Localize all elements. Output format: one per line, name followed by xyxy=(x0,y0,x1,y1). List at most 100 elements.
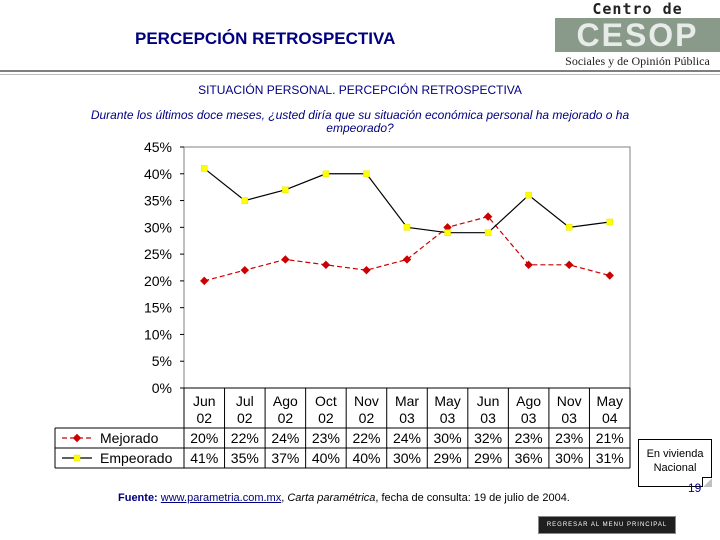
table-value: 22% xyxy=(231,430,259,446)
cesop-logo: Centro de Estudios CESOP Sociales y de O… xyxy=(555,0,720,72)
data-point-empeorado xyxy=(282,186,289,194)
data-point-empeorado xyxy=(201,165,208,172)
logo-bottom-text: Sociales y de Opinión Pública xyxy=(565,54,710,68)
note-line-2: Nacional xyxy=(653,462,697,474)
logo-mark: CESOP xyxy=(555,17,720,53)
legend-label-mejorado: Mejorado xyxy=(100,430,159,446)
x-tick-label-month: Mar xyxy=(395,393,419,409)
source-publication: Carta paramétrica xyxy=(287,492,376,504)
x-tick-label-year: 03 xyxy=(561,410,577,426)
data-point-empeorado xyxy=(484,229,492,236)
table-value: 30% xyxy=(555,450,583,466)
legend-label-empeorado: Empeorado xyxy=(100,450,173,466)
data-point-empeorado xyxy=(444,229,451,236)
x-tick-label-month: Nov xyxy=(557,393,582,409)
table-value: 23% xyxy=(515,430,543,446)
table-value: 32% xyxy=(474,430,502,446)
data-point-mejorado xyxy=(564,260,574,270)
table-value: 22% xyxy=(352,430,380,446)
y-tick-label: 20% xyxy=(144,273,172,289)
table-value: 23% xyxy=(555,430,583,446)
y-tick-label: 40% xyxy=(144,166,172,182)
page-number: 19 xyxy=(688,481,702,495)
data-point-mejorado xyxy=(524,260,533,270)
x-tick-label-month: May xyxy=(597,393,623,409)
title-divider-thin xyxy=(0,74,720,75)
data-point-empeorado xyxy=(363,170,370,178)
table-value: 37% xyxy=(271,450,299,466)
table-value: 41% xyxy=(190,450,218,466)
x-tick-label-month: Nov xyxy=(354,393,379,409)
table-value: 30% xyxy=(434,430,462,446)
source-detail: , fecha de consulta: 19 de julio de 2004… xyxy=(375,492,570,504)
legend-marker-mejorado xyxy=(72,433,82,443)
x-tick-label-month: Ago xyxy=(516,393,541,409)
data-point-mejorado xyxy=(240,265,250,275)
chart-subtitle: SITUACIÓN PERSONAL. PERCEPCIÓN RETROSPEC… xyxy=(198,83,522,97)
x-tick-label-year: 03 xyxy=(480,410,496,426)
table-value: 30% xyxy=(393,450,421,466)
back-to-menu-button[interactable]: REGRESAR AL MENU PRINCIPAL xyxy=(538,516,676,534)
data-point-mejorado xyxy=(605,271,614,280)
x-tick-label-month: Jun xyxy=(193,393,216,409)
x-tick-label-year: 02 xyxy=(196,410,212,426)
data-point-mejorado xyxy=(281,255,290,264)
data-point-mejorado xyxy=(362,265,371,275)
x-tick-label-year: 03 xyxy=(521,410,537,426)
y-tick-label: 10% xyxy=(144,326,172,342)
x-tick-label-month: Jul xyxy=(236,393,254,409)
x-tick-label-month: Ago xyxy=(273,393,298,409)
note-box: En vivienda Nacional xyxy=(638,439,712,487)
title-divider xyxy=(0,70,720,72)
x-tick-label-year: 03 xyxy=(399,410,415,426)
y-tick-label: 45% xyxy=(144,139,172,155)
y-tick-label: 5% xyxy=(152,353,172,369)
y-tick-label: 15% xyxy=(144,300,172,316)
data-point-empeorado xyxy=(241,197,249,204)
x-tick-label-year: 04 xyxy=(602,410,618,426)
x-tick-label-year: 02 xyxy=(359,410,375,426)
source-link[interactable]: www.parametria.com.mx xyxy=(160,492,282,504)
table-value: 40% xyxy=(352,450,380,466)
note-line-1: En vivienda xyxy=(646,448,704,460)
series-line-mejorado xyxy=(204,215,610,282)
table-value: 24% xyxy=(271,430,299,446)
source-label: Fuente: xyxy=(118,492,158,504)
table-value: 20% xyxy=(190,430,218,446)
x-tick-label-year: 02 xyxy=(237,410,253,426)
data-point-mejorado xyxy=(402,255,412,264)
survey-question: Durante los últimos doce meses, ¿usted d… xyxy=(90,108,630,135)
y-tick-label: 35% xyxy=(144,193,172,209)
note-fold-corner xyxy=(702,477,712,487)
x-tick-label-month: May xyxy=(434,393,460,409)
page-title: PERCEPCIÓN RETROSPECTIVA xyxy=(135,29,396,48)
table-value: 21% xyxy=(596,430,624,446)
table-value: 29% xyxy=(474,450,502,466)
data-point-empeorado xyxy=(606,218,613,226)
x-tick-label-month: Oct xyxy=(315,393,337,409)
table-value: 40% xyxy=(312,450,340,466)
x-tick-label-month: Jun xyxy=(477,393,500,409)
x-tick-label-year: 02 xyxy=(278,410,294,426)
table-value: 35% xyxy=(231,450,259,466)
source-citation: Fuente: www.parametria.com.mx, Carta par… xyxy=(118,492,570,504)
data-point-empeorado xyxy=(525,191,532,199)
data-point-empeorado xyxy=(403,224,411,231)
logo-mark-text: CESOP xyxy=(576,17,699,53)
plot-area xyxy=(183,146,631,389)
data-point-mejorado xyxy=(483,212,493,221)
x-tick-label-year: 02 xyxy=(318,410,334,426)
data-point-empeorado xyxy=(322,170,330,178)
y-tick-label: 25% xyxy=(144,246,172,262)
x-tick-label-year: 03 xyxy=(440,410,456,426)
y-tick-label: 0% xyxy=(152,380,172,396)
table-value: 31% xyxy=(596,450,624,466)
table-value: 29% xyxy=(434,450,462,466)
legend-marker-empeorado xyxy=(73,454,81,462)
table-value: 24% xyxy=(393,430,421,446)
data-point-empeorado xyxy=(565,224,573,231)
y-tick-label: 30% xyxy=(144,219,172,235)
table-value: 36% xyxy=(515,450,543,466)
data-point-mejorado xyxy=(321,260,331,270)
